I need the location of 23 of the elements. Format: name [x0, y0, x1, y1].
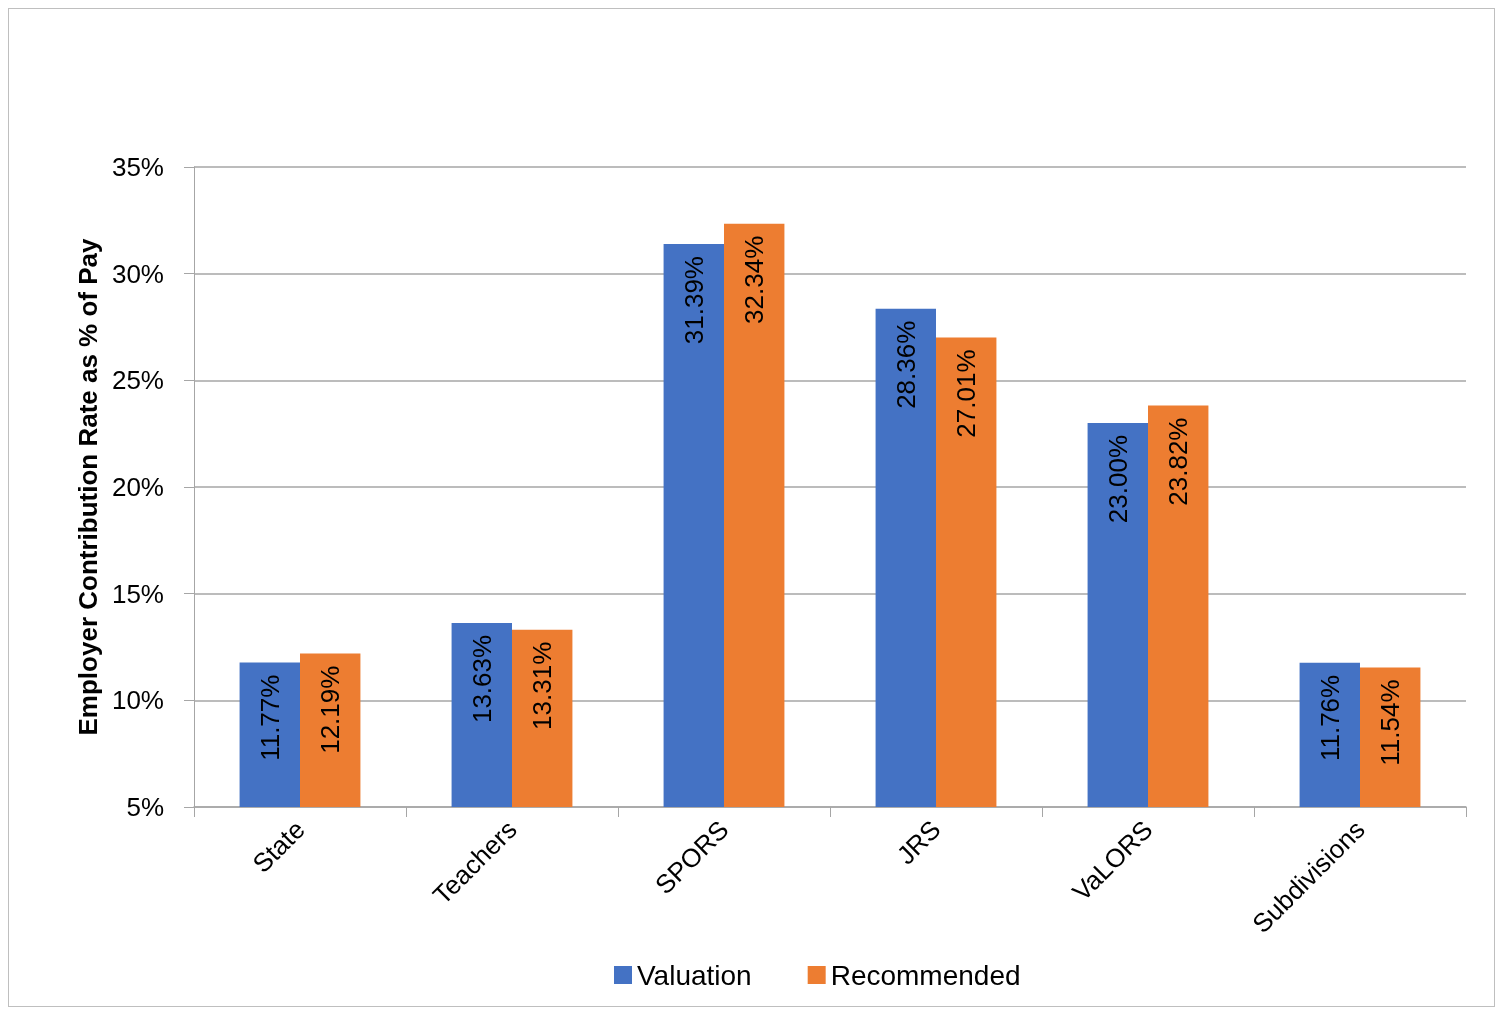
data-label: 31.39%	[678, 256, 709, 345]
data-label: 27.01%	[951, 349, 982, 438]
y-tick-label: 30%	[111, 258, 164, 289]
data-label: 13.31%	[527, 641, 558, 730]
data-label: 11.54%	[1375, 679, 1406, 766]
x-tick-label: JRS	[890, 814, 947, 871]
legend-label: Valuation	[637, 959, 752, 991]
y-tick-label: 35%	[111, 152, 164, 182]
data-label: 13.63%	[466, 634, 497, 724]
data-label: 11.77%	[254, 674, 285, 761]
y-axis-title: Employer Contribution Rate as % of Pay	[73, 237, 104, 736]
y-tick-label: 20%	[111, 472, 164, 502]
y-tick-label: 10%	[111, 685, 164, 716]
y-tick-label: 5%	[126, 792, 164, 822]
data-label: 32.34%	[739, 235, 770, 324]
data-label: 28.36%	[890, 320, 921, 409]
y-tick-label: 15%	[111, 578, 164, 609]
data-label: 12.19%	[315, 665, 346, 754]
data-label: 23.00%	[1102, 435, 1133, 524]
y-tick-label: 25%	[111, 365, 164, 396]
legend-label: Recommended	[830, 959, 1021, 991]
data-label: 23.82%	[1163, 417, 1194, 506]
data-label: 11.76%	[1314, 674, 1345, 762]
